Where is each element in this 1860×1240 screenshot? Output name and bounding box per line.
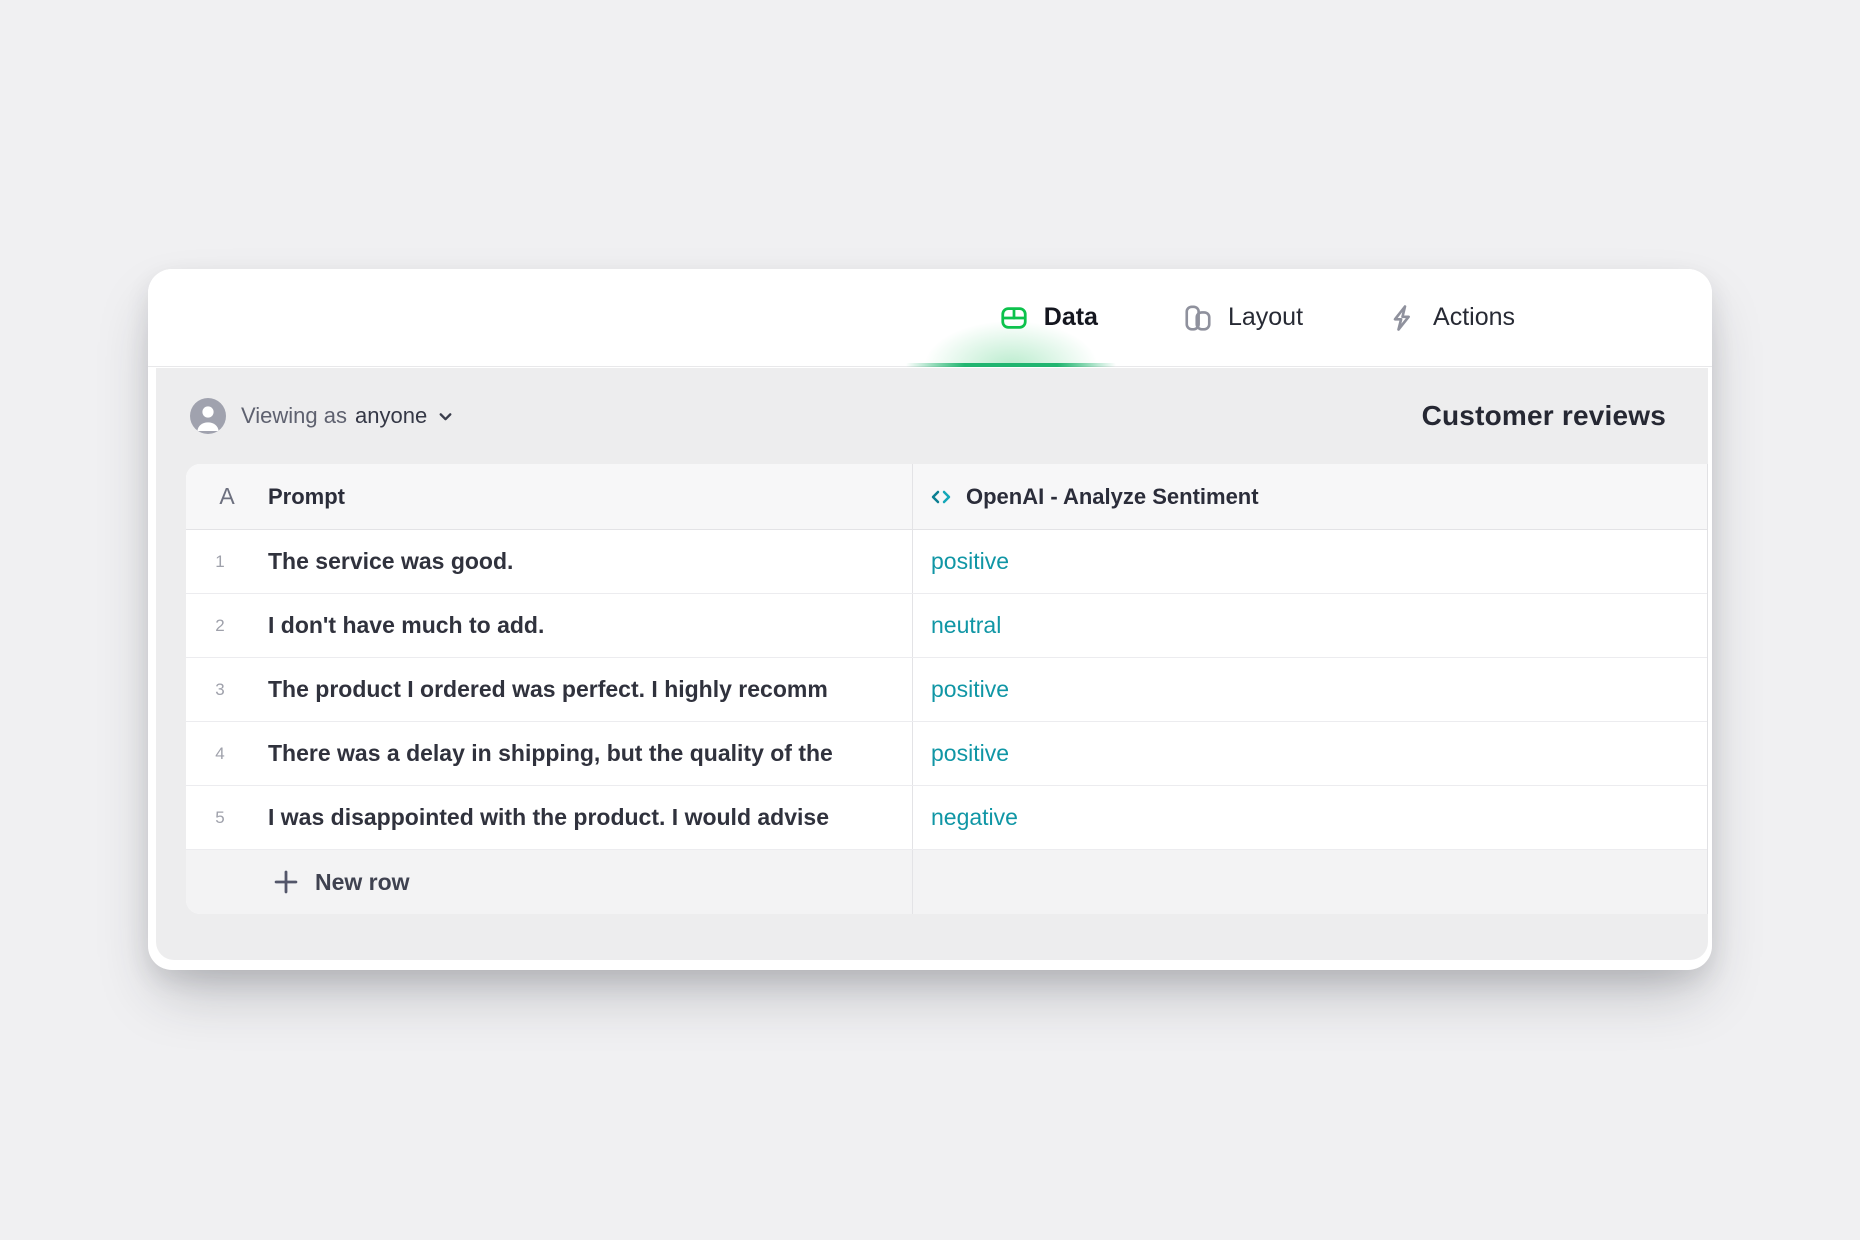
tab-data[interactable]: Data	[999, 303, 1098, 333]
data-table: A Prompt OpenAI - Analyze Sentiment	[186, 464, 1708, 914]
sentiment-cell[interactable]: neutral	[912, 594, 1707, 657]
table-footer-row: New row	[186, 850, 1707, 914]
viewing-as-label: Viewing as	[241, 403, 347, 428]
sentiment-value: positive	[931, 676, 1009, 702]
chevron-down-icon	[437, 408, 454, 425]
prompt-cell[interactable]: 1 The service was good.	[186, 530, 912, 593]
new-row-button[interactable]: New row	[186, 850, 912, 914]
prompt-text: The product I ordered was perfect. I hig…	[268, 676, 828, 702]
sentiment-value: neutral	[931, 612, 1002, 638]
prompt-cell[interactable]: 2 I don't have much to add.	[186, 594, 912, 657]
app-window: Data Layout Actions	[148, 269, 1712, 970]
footer-empty-cell	[912, 850, 1707, 914]
tab-layout[interactable]: Layout	[1183, 303, 1303, 333]
table-icon	[999, 303, 1029, 333]
tab-actions-label: Actions	[1433, 303, 1515, 331]
row-number: 3	[215, 679, 225, 699]
prompt-cell[interactable]: 5 I was disappointed with the product. I…	[186, 786, 912, 849]
content-panel: Viewing as anyone Customer reviews A Pro…	[156, 368, 1708, 960]
sentiment-value: positive	[931, 548, 1009, 574]
tab-layout-label: Layout	[1227, 303, 1304, 331]
tab-actions[interactable]: Actions	[1388, 303, 1515, 333]
table-row: 3 The product I ordered was perfect. I h…	[186, 658, 1707, 722]
prompt-text: The service was good.	[268, 548, 514, 574]
avatar	[190, 398, 226, 434]
table-row: 5 I was disappointed with the product. I…	[186, 786, 1707, 850]
row-number: 4	[215, 743, 225, 763]
column-header-sentiment-label: OpenAI - Analyze Sentiment	[966, 483, 1259, 509]
row-number: 1	[215, 551, 225, 571]
prompt-text: I don't have much to add.	[268, 612, 545, 638]
active-tab-underline	[906, 363, 1116, 367]
sentiment-value: negative	[931, 804, 1018, 830]
top-tab-bar: Data Layout Actions	[148, 269, 1712, 367]
viewing-as-dropdown[interactable]: Viewing as anyone	[190, 398, 454, 434]
row-number: 2	[215, 615, 225, 635]
plus-icon	[272, 868, 300, 896]
tab-data-label: Data	[1043, 303, 1098, 331]
preview-toolbar: Viewing as anyone Customer reviews	[156, 368, 1708, 464]
prompt-cell[interactable]: 3 The product I ordered was perfect. I h…	[186, 658, 912, 721]
sentiment-cell[interactable]: positive	[912, 658, 1707, 721]
sentiment-value: positive	[931, 740, 1009, 766]
prompt-cell[interactable]: 4 There was a delay in shipping, but the…	[186, 722, 912, 785]
text-column-icon: A	[219, 483, 235, 509]
new-row-label: New row	[315, 868, 410, 895]
sentiment-cell[interactable]: positive	[912, 530, 1707, 593]
viewing-as-audience: anyone	[355, 403, 428, 428]
column-header-prompt[interactable]: A Prompt	[186, 464, 912, 529]
table-header-row: A Prompt OpenAI - Analyze Sentiment	[186, 464, 1707, 530]
prompt-text: I was disappointed with the product. I w…	[268, 804, 829, 830]
lightning-icon	[1388, 303, 1418, 333]
table-row: 4 There was a delay in shipping, but the…	[186, 722, 1707, 786]
table-row: 1 The service was good. positive	[186, 530, 1707, 594]
table-row: 2 I don't have much to add. neutral	[186, 594, 1707, 658]
layout-icon	[1183, 303, 1213, 333]
code-column-icon	[929, 485, 953, 509]
prompt-text: There was a delay in shipping, but the q…	[268, 740, 833, 766]
sentiment-cell[interactable]: positive	[912, 722, 1707, 785]
row-number: 5	[215, 807, 225, 827]
sentiment-cell[interactable]: negative	[912, 786, 1707, 849]
column-header-prompt-label: Prompt	[268, 483, 345, 509]
page-title: Customer reviews	[1421, 400, 1666, 431]
column-header-sentiment[interactable]: OpenAI - Analyze Sentiment	[912, 464, 1707, 529]
